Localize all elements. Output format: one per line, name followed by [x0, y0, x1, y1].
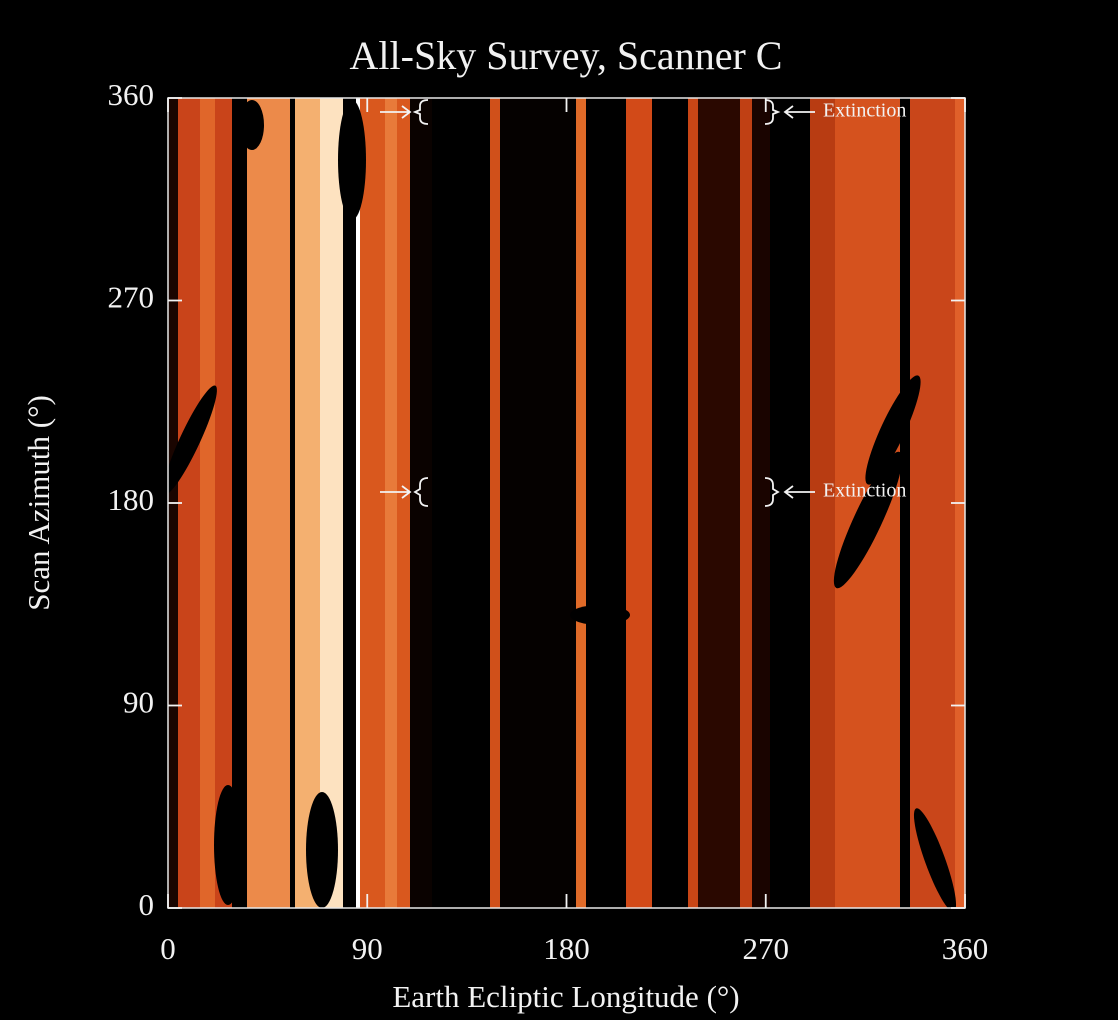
y-tick-label: 90	[123, 685, 154, 720]
y-axis-label: Scan Azimuth (°)	[21, 395, 56, 611]
x-tick-label: 180	[543, 931, 590, 966]
annotation: Extinction	[823, 100, 906, 122]
heatmap-image	[156, 98, 965, 915]
x-tick-label: 270	[743, 931, 790, 966]
chart-title: All-Sky Survey, Scanner C	[350, 33, 783, 78]
x-axis-label: Earth Ecliptic Longitude (°)	[392, 979, 739, 1014]
chart: All-Sky Survey, Scanner C Earth Ecliptic…	[0, 0, 1118, 1020]
page: All-Sky Survey, Scanner C Earth Ecliptic…	[0, 0, 1118, 1020]
y-tick-label: 0	[139, 887, 155, 922]
y-tick-label: 270	[108, 280, 155, 315]
y-tick-label: 360	[108, 77, 155, 112]
y-tick-label: 180	[108, 482, 155, 517]
x-tick-label: 90	[352, 931, 383, 966]
x-tick-label: 360	[942, 931, 989, 966]
annotation: Extinction	[823, 480, 906, 502]
x-tick-label: 0	[160, 931, 176, 966]
